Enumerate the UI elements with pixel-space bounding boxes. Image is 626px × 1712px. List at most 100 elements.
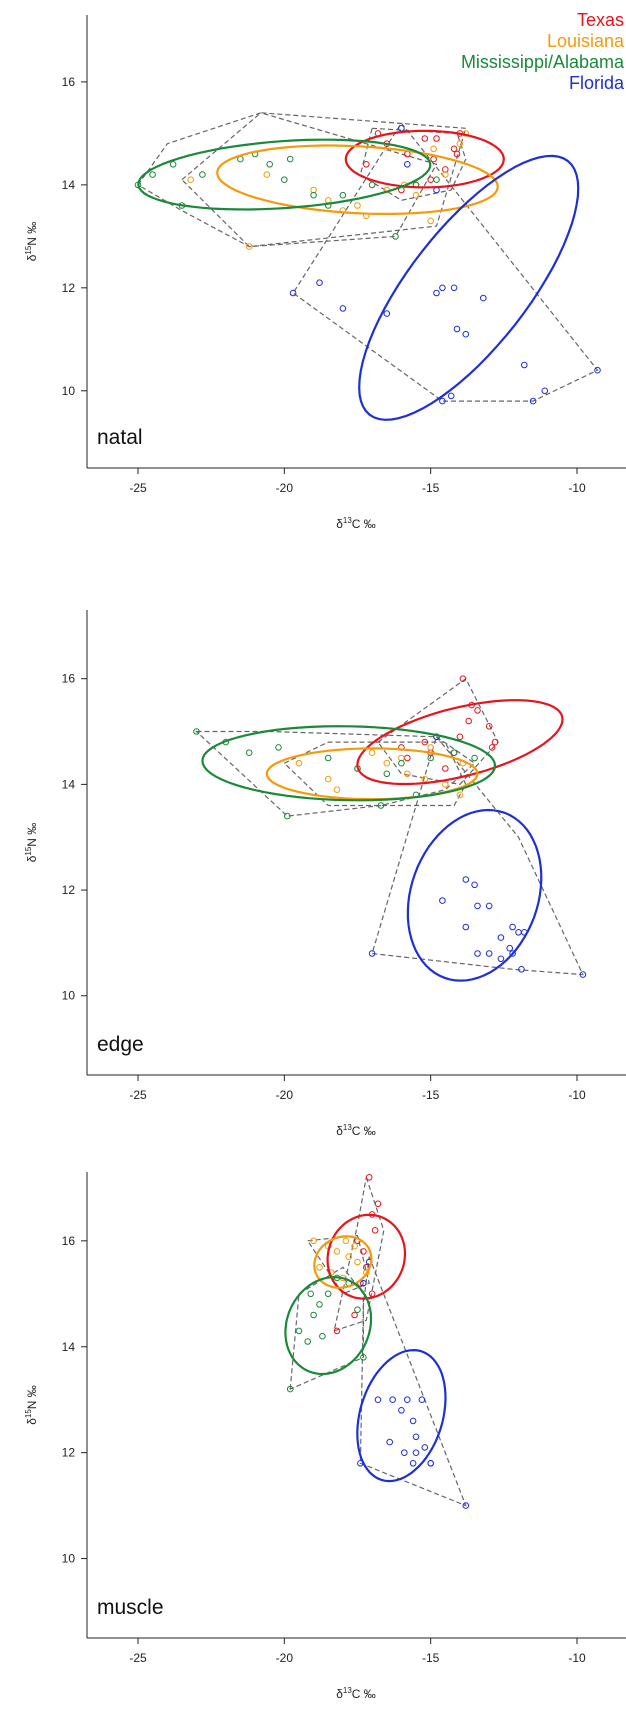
data-point [389,1396,396,1403]
data-point [342,1237,350,1245]
convex-hull-florida [292,122,599,402]
ellipse-florida [356,1348,447,1483]
data-point [149,171,156,178]
convex-hull-texas [377,677,499,786]
y-tick-label: 14 [62,178,76,192]
data-point [266,161,274,168]
data-point [345,1253,353,1260]
data-point [371,1227,379,1234]
data-point [421,738,429,746]
data-point [310,1311,317,1319]
data-point [462,876,470,883]
ellipse-florida [358,154,580,421]
series-texas [333,1174,382,1335]
data-point [462,330,470,338]
data-point [324,754,332,762]
data-point [412,191,420,199]
data-point [471,754,478,762]
data-point [316,1264,323,1271]
y-axis-title: δ15N ‰ [24,1385,39,1425]
data-point [485,950,493,957]
y-tick-label: 14 [62,777,76,791]
convex-hull-florida [359,1256,467,1507]
data-point [383,770,391,778]
data-point [354,1258,361,1266]
data-point [404,1396,411,1403]
plot-area [193,675,587,982]
panel-edge: 10 12 14 16 -25 -20 -15 -10 δ13C ‰ δ15N ‰ edge [24,610,626,1138]
ellipse-mississippi-alabama [284,1275,373,1376]
data-point [442,781,449,788]
data-point [462,923,470,931]
data-point [509,950,516,957]
data-point [509,923,516,931]
x-tick-label: -15 [422,481,440,495]
data-point [579,971,587,978]
data-point [491,738,499,746]
data-point [351,1311,358,1319]
data-point [488,744,496,751]
x-tick-label: -20 [276,1651,294,1665]
y-tick-label: 10 [62,384,76,398]
x-axis-title: δ13C ‰ [336,516,376,531]
panel-muscle: 10 12 14 16 -25 -20 -15 -10 δ13C ‰ δ15N ‰ muscle [24,1172,626,1701]
data-point [286,1385,294,1393]
data-point [289,289,297,297]
data-point [465,717,473,725]
data-point [427,754,435,762]
panel-natal: 10 12 14 16 -25 -20 -15 -10 δ13C ‰ δ15N ‰ natal [24,15,626,531]
data-point [324,1290,332,1298]
data-point [433,135,440,142]
data-point [404,754,411,762]
data-point [377,802,385,809]
series-florida [357,1258,470,1509]
y-tick-label: 16 [62,1234,76,1248]
data-point [333,1248,341,1255]
x-tick-label: -25 [129,1651,147,1665]
data-point [281,176,288,183]
data-point [187,176,194,183]
data-point [363,161,370,168]
ellipse-louisiana [313,1235,373,1289]
data-point [456,733,464,741]
data-point [307,1290,315,1298]
data-point [427,1460,435,1467]
data-point [310,191,317,199]
data-point [541,387,549,395]
data-point [409,1417,417,1425]
y-tick-label: 12 [62,281,76,295]
data-point [421,135,429,142]
data-point [427,744,435,751]
data-point [333,786,341,794]
data-point [450,145,458,153]
legend-entry: Texas [577,10,624,30]
data-point [404,161,411,168]
data-point [368,1290,376,1298]
data-point [442,171,449,178]
ellipse-texas [356,699,564,786]
x-tick-label: -20 [276,1088,294,1102]
data-point [456,791,464,799]
convex-hull-florida [371,735,584,976]
data-point [199,171,206,178]
data-point [374,1200,382,1208]
legend-entry: Louisiana [547,31,625,51]
data-point [453,150,461,158]
data-point [450,749,458,757]
data-point [284,812,291,820]
data-point [433,176,440,183]
x-tick-label: -25 [129,1088,147,1102]
plot-area [134,112,601,421]
data-point [398,1407,405,1414]
data-point [427,176,435,183]
data-point [263,171,271,178]
series-louisiana [187,130,470,250]
data-point [275,744,282,751]
data-point [409,1460,417,1467]
x-tick-label: -10 [568,1088,586,1102]
data-point [474,707,481,714]
data-point [333,1327,341,1335]
data-point [497,934,505,941]
data-point [497,955,505,963]
panel-label: muscle [97,1596,164,1619]
